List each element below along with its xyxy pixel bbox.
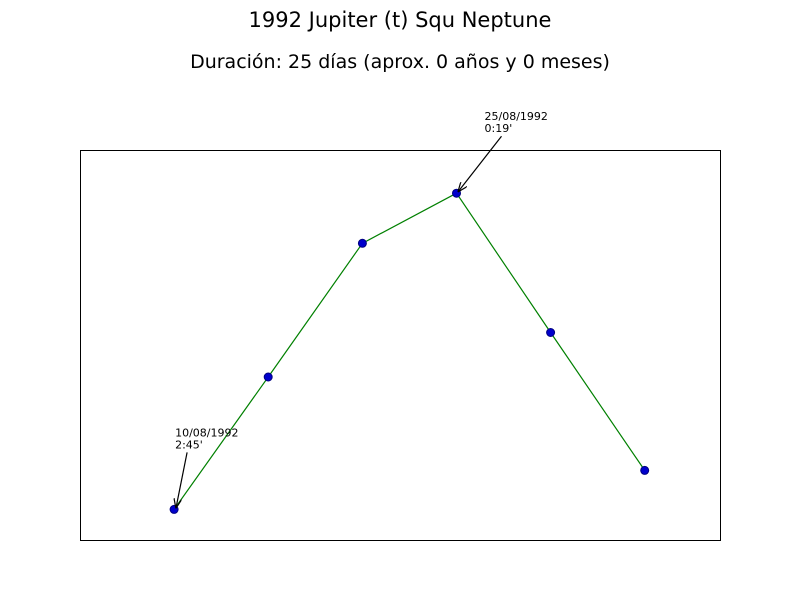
data-point [169,504,179,514]
annotation-arrow [176,452,188,507]
annotation-time: 2:45' [175,438,203,451]
data-point [263,372,273,382]
chart-subtitle: Duración: 25 días (aprox. 0 años y 0 mes… [190,51,610,73]
series-layer [169,188,650,514]
data-point [546,328,556,337]
chart-title: 1992 Jupiter (t) Squ Neptune [248,8,552,32]
plot-area-frame [80,150,721,541]
data-point [640,465,650,475]
annotation-date: 25/08/1992 [485,110,548,123]
data-point [357,238,367,248]
annotation-date: 10/08/1992 [175,426,238,439]
annotation-arrow [459,135,502,191]
annotation-time: 0:19' [485,122,513,135]
series-line [173,192,646,510]
